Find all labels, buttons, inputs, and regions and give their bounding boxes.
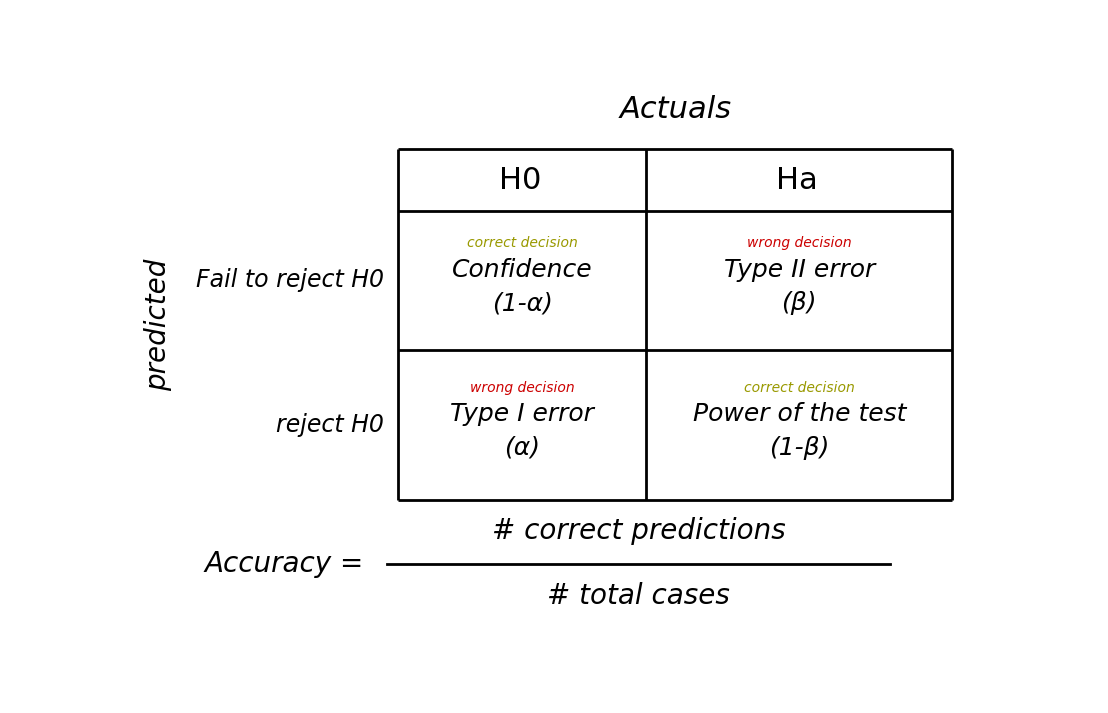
Text: Actuals: Actuals	[619, 95, 731, 124]
Text: # correct predictions: # correct predictions	[492, 518, 786, 545]
Text: Ha: Ha	[776, 165, 818, 195]
Text: reject H0: reject H0	[276, 413, 384, 437]
Text: Type II error
(β): Type II error (β)	[724, 258, 875, 315]
Text: correct decision: correct decision	[466, 237, 577, 250]
Text: # total cases: # total cases	[547, 582, 730, 610]
Text: Power of the test
(1-β): Power of the test (1-β)	[692, 402, 906, 460]
Text: predicted: predicted	[144, 258, 172, 391]
Text: Confidence
(1-α): Confidence (1-α)	[452, 258, 593, 315]
Text: correct decision: correct decision	[743, 381, 854, 395]
Text: Type I error
(α): Type I error (α)	[450, 402, 594, 460]
Text: wrong decision: wrong decision	[747, 237, 852, 250]
Text: Fail to reject H0: Fail to reject H0	[196, 268, 384, 292]
Text: Accuracy =: Accuracy =	[204, 550, 363, 578]
Text: wrong decision: wrong decision	[470, 381, 574, 395]
Text: H0: H0	[499, 165, 541, 195]
